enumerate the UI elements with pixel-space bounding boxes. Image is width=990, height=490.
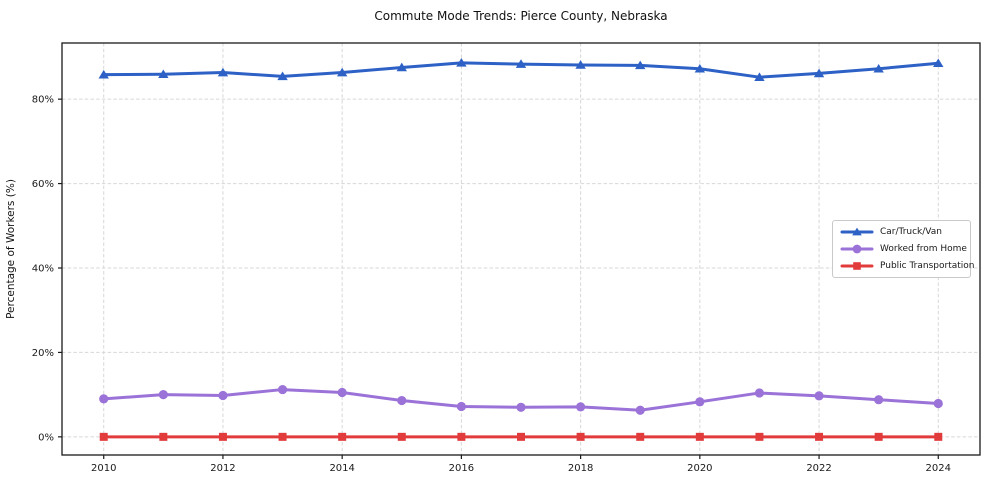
- data-point-marker: [337, 387, 347, 398]
- data-point-marker: [159, 432, 168, 441]
- data-point-marker: [576, 432, 585, 441]
- x-tick-label: 2010: [91, 463, 116, 474]
- x-tick-label: 2024: [926, 463, 951, 474]
- data-point-marker: [338, 432, 347, 441]
- legend: Car/Truck/Van Worked from Home Public Tr…: [832, 220, 974, 278]
- worked-from-home-line-icon: [840, 244, 874, 254]
- data-point-marker: [396, 62, 407, 72]
- legend-entry-public-transportation: Public Transportation: [833, 258, 974, 275]
- data-point-marker: [815, 432, 824, 441]
- y-tick-label: 0%: [38, 432, 54, 443]
- data-point-marker: [397, 395, 407, 406]
- data-point-marker: [814, 391, 824, 401]
- data-point-marker: [456, 58, 467, 67]
- x-tick-label: 2020: [687, 463, 712, 474]
- data-point-marker: [99, 394, 109, 404]
- data-point-marker: [517, 432, 525, 441]
- data-point-marker: [635, 405, 645, 415]
- x-tick-label: 2016: [449, 463, 474, 474]
- data-point-marker: [456, 401, 466, 412]
- data-point-marker: [99, 432, 108, 441]
- data-point-marker: [278, 432, 287, 441]
- data-point-marker: [516, 402, 526, 412]
- data-point-marker: [515, 59, 527, 68]
- y-tick-label: 20%: [32, 348, 54, 359]
- data-point-marker: [277, 71, 288, 81]
- chart-title: Commute Mode Trends: Pierce County, Nebr…: [374, 9, 668, 23]
- data-point-marker: [457, 432, 466, 441]
- data-point-marker: [933, 398, 943, 409]
- data-point-marker: [695, 432, 704, 441]
- data-point-marker: [217, 67, 229, 77]
- plot-border: [61, 42, 981, 456]
- legend-entry-worked-from-home: Worked from Home: [833, 240, 970, 257]
- data-point-marker: [873, 63, 884, 73]
- data-point-marker: [754, 388, 765, 398]
- x-tick-label: 2018: [568, 463, 593, 474]
- data-point-marker: [813, 68, 825, 78]
- legend-label: Public Transportation: [880, 261, 975, 272]
- data-point-marker: [277, 384, 288, 395]
- data-point-marker: [336, 67, 348, 77]
- data-point-marker: [218, 432, 227, 441]
- y-tick-label: 80%: [32, 95, 54, 106]
- data-point-marker: [635, 60, 646, 70]
- data-point-marker: [933, 58, 944, 68]
- data-point-marker: [874, 395, 884, 405]
- data-point-marker: [576, 402, 586, 412]
- data-point-marker: [755, 432, 764, 441]
- data-point-marker: [694, 63, 706, 73]
- legend-entry-car-truck-van: Car/Truck/Van: [833, 223, 970, 240]
- data-point-marker: [218, 390, 228, 401]
- data-point-marker: [158, 69, 169, 79]
- y-tick-label: 60%: [32, 179, 54, 190]
- legend-label: Worked from Home: [880, 243, 967, 254]
- x-tick-label: 2014: [329, 463, 354, 474]
- data-point-marker: [934, 432, 943, 441]
- car-truck-van-line-icon: [840, 227, 874, 236]
- data-point-marker: [754, 72, 765, 81]
- data-point-marker: [695, 397, 705, 407]
- x-tick-label: 2012: [210, 463, 235, 474]
- data-point-marker: [397, 432, 406, 441]
- data-point-marker: [158, 390, 168, 400]
- data-point-marker: [636, 432, 645, 441]
- data-point-marker: [575, 60, 586, 69]
- data-point-marker: [98, 69, 109, 79]
- legend-label: Car/Truck/Van: [880, 226, 942, 237]
- y-tick-label: 40%: [32, 263, 54, 274]
- data-point-marker: [874, 432, 883, 441]
- x-tick-label: 2022: [806, 463, 831, 474]
- public-transportation-line-icon: [840, 262, 874, 271]
